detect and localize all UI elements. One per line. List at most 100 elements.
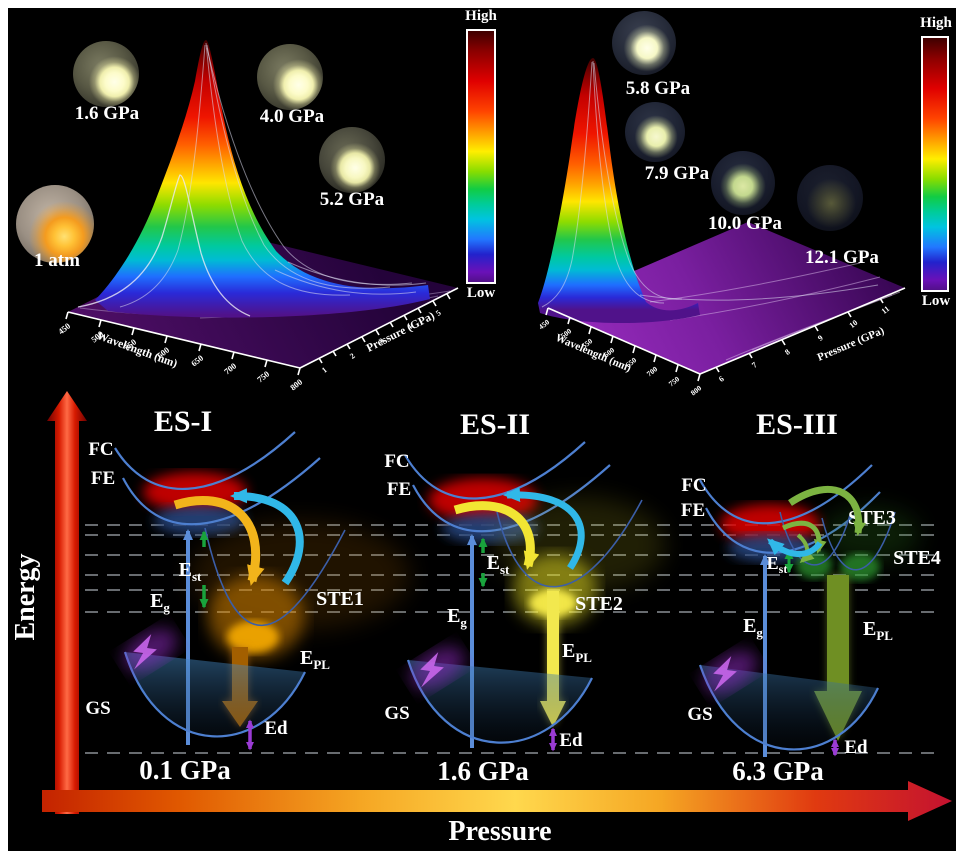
mesh-lines-left xyxy=(77,42,427,317)
pressure-axis-title-right: Pressure (GPa) xyxy=(816,325,887,364)
sample-photo-5-8gpa xyxy=(612,11,676,75)
ste2-curve xyxy=(496,499,643,588)
fe-curve xyxy=(122,457,321,526)
fc-label: FC xyxy=(681,475,706,496)
pressure-axis-left xyxy=(299,287,459,369)
detrapping-arrow-cyan xyxy=(503,486,585,570)
panel-title: ES-II xyxy=(460,408,530,441)
sample-photo-1-6gpa xyxy=(73,41,139,107)
svg-text:450: 450 xyxy=(56,321,72,337)
lightning-bolt-icon xyxy=(713,656,737,692)
ed-label: Ed xyxy=(264,718,288,739)
pressure-ticks-right: 6 7 8 9 10 11 xyxy=(717,304,891,384)
sample-photo-label: 1 atm xyxy=(34,250,80,271)
lightning-bolt-icon xyxy=(420,652,444,688)
frame-left xyxy=(0,0,8,864)
colorbar-left xyxy=(466,29,496,284)
gs-fill xyxy=(700,665,878,750)
colorbar-high-label-right: High xyxy=(920,15,952,31)
sample-photo-5-2gpa xyxy=(319,127,385,193)
svg-text:750: 750 xyxy=(255,369,271,385)
ed-label: Ed xyxy=(559,730,583,751)
frame-bottom xyxy=(0,851,965,864)
ste2-label: STE2 xyxy=(575,593,623,615)
epl-label: EPL xyxy=(863,618,893,643)
sample-photo-1atm xyxy=(16,185,94,263)
panel-es1: ES-I FC FE STE1 Eg Est EPL xyxy=(85,405,410,785)
svg-text:8: 8 xyxy=(783,347,792,357)
epl-label: EPL xyxy=(562,640,592,665)
est-label: Est xyxy=(487,552,510,577)
gs-curve xyxy=(406,659,593,744)
relaxation-arrow-yellow xyxy=(453,501,540,570)
ste4-label: STE4 xyxy=(893,547,941,569)
energy-axis-arrow xyxy=(47,391,87,814)
pl-surface-plot-low-pressure: 450 500 550 600 650 700 750 800 Waveleng… xyxy=(56,40,459,392)
svg-text:1: 1 xyxy=(320,365,329,375)
panel-es3: ES-III FC FE STE3 STE4 Eg Est xyxy=(681,408,941,786)
fe-label: FE xyxy=(387,479,411,500)
ste3-curve xyxy=(779,511,851,566)
svg-text:700: 700 xyxy=(645,364,660,378)
svg-text:9: 9 xyxy=(816,333,825,343)
svg-text:650: 650 xyxy=(189,353,205,369)
panel-es2: ES-II FC FE STE2 Eg Est EPL xyxy=(384,408,665,786)
epl-label: EPL xyxy=(300,647,330,672)
sample-photo-label: 1.6 GPa xyxy=(74,103,140,124)
sample-photo-10-0gpa xyxy=(711,151,775,215)
eg-label: Eg xyxy=(447,605,467,630)
panel-pressure-label: 0.1 GPa xyxy=(139,755,231,785)
pressure-axis-label: Pressure xyxy=(448,816,551,847)
gs-fill xyxy=(125,652,305,737)
colorbar-low-label-right: Low xyxy=(921,293,951,309)
svg-text:450: 450 xyxy=(537,317,552,331)
energy-axis-label: Energy xyxy=(10,553,41,640)
detrapping-arrow-cyan xyxy=(230,488,304,586)
panel-title: ES-III xyxy=(756,408,838,441)
pressure-axis-right xyxy=(699,287,906,375)
eg-label: Eg xyxy=(150,590,170,615)
sample-photo-label: 12.1 GPa xyxy=(805,247,879,268)
eg-label: Eg xyxy=(743,615,763,640)
svg-text:10: 10 xyxy=(848,318,860,330)
est-label: Est xyxy=(179,559,202,584)
colorbar-low-label-left: Low xyxy=(466,285,496,301)
sample-photo-label: 10.0 GPa xyxy=(708,213,782,234)
svg-text:6: 6 xyxy=(717,374,726,384)
est-label: Est xyxy=(767,553,788,576)
frame-right xyxy=(956,0,965,864)
ste34-funnel-glow xyxy=(820,507,920,563)
epl-arrow xyxy=(540,591,566,727)
sample-photo-label: 7.9 GPa xyxy=(644,163,710,184)
detrapping-arrow-cyan xyxy=(767,538,823,558)
pl-surface-peak-right xyxy=(538,58,700,324)
plot-base-right xyxy=(548,222,905,374)
svg-text:3: 3 xyxy=(377,336,386,346)
svg-text:7: 7 xyxy=(750,360,759,370)
gs-label: GS xyxy=(687,704,712,725)
sample-photo-12-1gpa xyxy=(797,165,863,231)
ste1-core-glow xyxy=(227,621,279,653)
panel-pressure-label: 1.6 GPa xyxy=(437,756,529,786)
fe-label: FE xyxy=(681,500,705,521)
relaxation-arrow-yellow xyxy=(173,496,265,586)
svg-text:700: 700 xyxy=(222,361,238,377)
transfer-arrow-green-tiny xyxy=(796,533,815,563)
fe-curve xyxy=(412,464,611,533)
sample-photo-7-9gpa xyxy=(625,102,685,162)
pl-surface-plot-high-pressure: 450 500 550 600 650 700 750 800 Waveleng… xyxy=(537,58,906,398)
svg-text:2: 2 xyxy=(348,351,357,361)
svg-text:4: 4 xyxy=(405,322,414,332)
panel-title: ES-I xyxy=(154,405,212,438)
fc-label: FC xyxy=(88,439,113,460)
sample-photo-label: 5.2 GPa xyxy=(319,189,385,210)
svg-text:5: 5 xyxy=(434,308,443,318)
pressure-ticks-left: 1 2 3 4 5 xyxy=(320,308,443,375)
gs-label: GS xyxy=(384,703,409,724)
energy-level-diagram: Energy Pressure ES-I FC FE STE1 Eg Est xyxy=(10,391,952,847)
panel-pressure-label: 6.3 GPa xyxy=(732,756,824,786)
ste4-curve xyxy=(821,511,896,571)
wavelength-axis-right xyxy=(545,307,701,382)
sample-photo-label: 5.8 GPa xyxy=(625,78,691,99)
